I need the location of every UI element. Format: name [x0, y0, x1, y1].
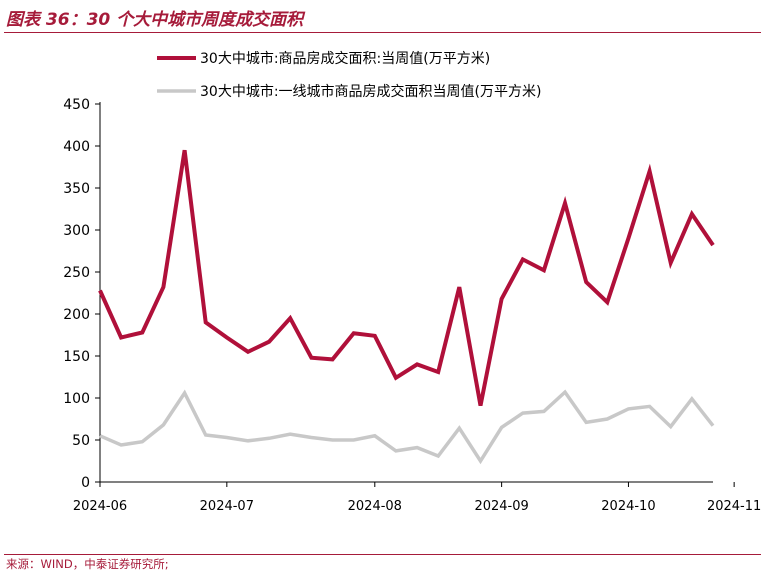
y-tick-label: 350	[63, 181, 90, 197]
y-tick-label: 300	[63, 223, 90, 239]
figure-header: 图表 36：30 个大中城市周度成交面积	[0, 0, 767, 34]
chart-series	[98, 149, 715, 465]
legend-label-tier1: 30大中城市:一线城市商品房成交面积当周值(万平方米)	[200, 83, 541, 100]
y-tick-label: 200	[63, 307, 90, 323]
source-note: 来源：WIND，中泰证券研究所;	[6, 557, 169, 571]
x-tick-label: 2024-07	[200, 499, 254, 514]
header-rule	[4, 32, 761, 33]
y-tick-label: 150	[63, 349, 90, 365]
y-tick-label: 250	[63, 265, 90, 281]
footer-rule	[4, 554, 761, 555]
legend-label-total: 30大中城市:商品房成交面积:当周值(万平方米)	[200, 50, 490, 67]
y-tick-label: 50	[72, 433, 90, 449]
x-tick-label: 2024-10	[601, 499, 655, 514]
chart-legend: 30大中城市:商品房成交面积:当周值(万平方米) 30大中城市:一线城市商品房成交…	[157, 50, 541, 100]
x-tick-label: 2024-08	[348, 499, 402, 514]
y-tick-label: 100	[63, 391, 90, 407]
x-tick-label: 2024-09	[474, 499, 528, 514]
y-tick-label: 400	[63, 139, 90, 155]
y-tick-label: 0	[81, 475, 90, 491]
figure-title: 图表 36：30 个大中城市周度成交面积	[6, 10, 304, 30]
x-axis: 2024-06 2024-07 2024-08 2024-09 2024-10 2024-…	[73, 481, 761, 514]
x-tick-label: 2024-11	[707, 499, 761, 514]
series-line-tier1	[99, 389, 715, 465]
y-tick-label: 450	[63, 97, 90, 113]
series-line-total	[98, 149, 715, 406]
x-tick-label: 2024-06	[73, 499, 127, 514]
y-axis: 0 50 100 150 200 250 300 350 400 450	[63, 97, 101, 491]
